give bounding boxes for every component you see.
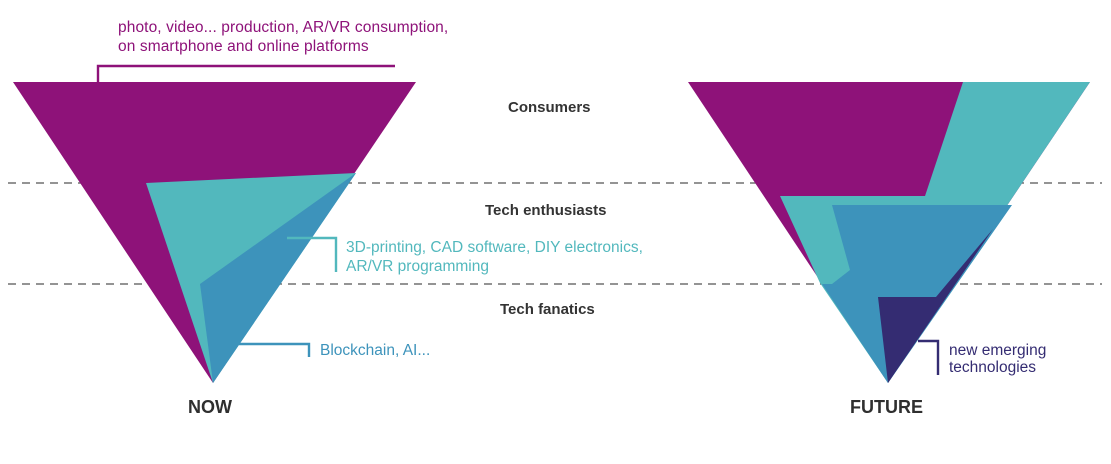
future-fanatics-layer [822, 205, 1012, 383]
emerging-callout-bracket [918, 339, 940, 375]
consumer-use-line2: on smartphone and online platforms [118, 38, 369, 55]
emerging-line2: technologies [949, 359, 1037, 376]
consumer-callout-bracket [96, 64, 395, 82]
consumer-use-line1: photo, video... production, AR/VR consum… [118, 19, 449, 36]
fanatic-callout-bracket [239, 342, 311, 357]
future-emerging-layer [878, 229, 993, 383]
consumer-use-note: photo, video... production, AR/VR consum… [118, 18, 448, 56]
tier-label-fanatics: Tech fanatics [500, 301, 595, 318]
tier-label-consumers: Consumers [508, 99, 591, 116]
enthusiast-callout-bracket [287, 236, 338, 272]
tier-label-enthusiasts: Tech enthusiasts [485, 202, 607, 219]
fanatic-use-label: Blockchain, AI... [320, 342, 431, 359]
enthusiast-use-line2: AR/VR programming [346, 258, 489, 275]
now-label: NOW [188, 397, 232, 417]
future-label: FUTURE [850, 397, 923, 417]
emerging-line1: new emerging [949, 342, 1047, 359]
now-fanatics-layer [200, 173, 356, 383]
fanatic-use-note: Blockchain, AI... [320, 341, 430, 360]
now-funnel [13, 82, 416, 383]
future-funnel [688, 82, 1090, 383]
emerging-note: new emerging technologies [949, 342, 1046, 376]
enthusiast-use-line1: 3D-printing, CAD software, DIY electroni… [346, 239, 643, 256]
enthusiast-use-note: 3D-printing, CAD software, DIY electroni… [346, 238, 643, 276]
